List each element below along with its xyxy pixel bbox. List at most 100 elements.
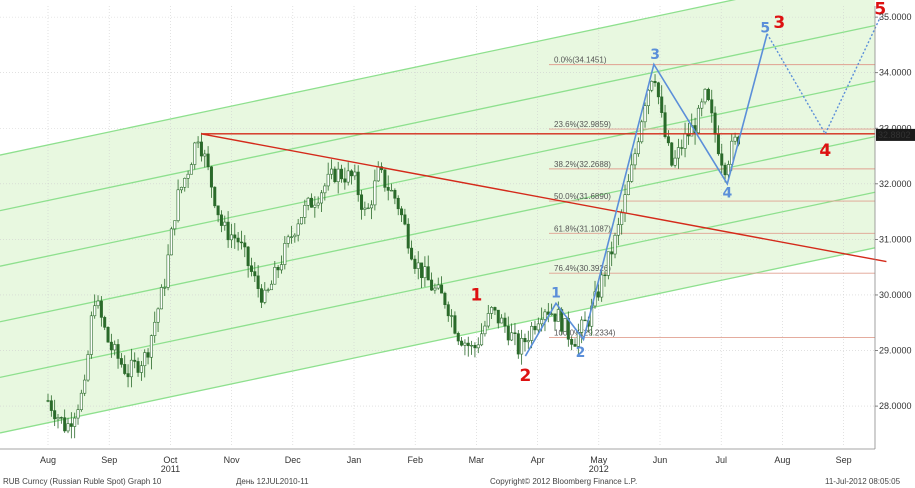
y-tick-label: 28.0000 [879, 401, 912, 411]
candle-body [313, 204, 317, 208]
candle-body [533, 325, 537, 331]
candle-body [683, 133, 687, 149]
candle-body [440, 284, 444, 294]
candle-body [56, 417, 60, 420]
candle-body [136, 361, 140, 373]
candle-body [370, 204, 374, 209]
candle-body [456, 333, 460, 342]
candle-body [523, 338, 527, 343]
x-tick-label: Nov [224, 455, 241, 465]
y-tick-label: 32.0000 [879, 179, 912, 189]
candle-body [490, 307, 494, 314]
fib-label: 61.8%(31.1087) [554, 224, 611, 233]
candle-body [129, 359, 133, 378]
candle-body [219, 214, 223, 226]
fib-label: 50.0%(31.6890) [554, 192, 611, 201]
candle-body [386, 187, 390, 191]
candle-body [106, 326, 110, 343]
candle-body [236, 237, 240, 243]
candle-body [266, 289, 270, 291]
wave-label: 2 [576, 345, 586, 361]
candle-body [253, 271, 257, 277]
candle-body [213, 186, 217, 207]
candle-body [113, 344, 117, 351]
candle-body [343, 178, 347, 183]
candles [46, 74, 740, 439]
candle-body [233, 234, 237, 239]
candle-body [243, 242, 247, 248]
fib-label: 23.6%(32.9859) [554, 120, 611, 129]
candle-body [506, 325, 510, 341]
candle-body [256, 275, 260, 289]
candle-body [463, 342, 467, 346]
candle-body [640, 121, 644, 143]
candle-body [413, 258, 417, 269]
candle-body [323, 185, 327, 194]
candle-body [480, 333, 484, 346]
candle-body [163, 287, 167, 289]
candle-body [229, 234, 233, 241]
x-tick-label: Sep [836, 455, 852, 465]
candle-body [340, 168, 344, 180]
footer-timestamp: 11-Jul-2012 08:05:05 [825, 477, 901, 486]
last-price-label: 32.8802 [878, 130, 911, 140]
candle-body [426, 266, 430, 281]
candle-body [476, 344, 480, 349]
candle-body [670, 142, 674, 166]
candle-body [89, 315, 93, 355]
candle-body [676, 147, 680, 159]
candle-body [259, 288, 263, 303]
candle-body [126, 373, 130, 378]
wave-projection [766, 16, 881, 136]
candle-body [103, 317, 107, 328]
candle-body [483, 325, 487, 335]
candle-body [403, 214, 407, 225]
candle-body [73, 417, 77, 427]
wave-label: 3 [650, 47, 660, 63]
channel-fill [0, 0, 875, 433]
x-tick-label: Jul [715, 455, 727, 465]
x-tick-label: Feb [407, 455, 423, 465]
candle-body [63, 417, 67, 432]
candle-body [583, 319, 587, 322]
fib-label: 0.0%(34.1451) [554, 56, 607, 65]
y-tick-label: 31.0000 [879, 234, 912, 244]
wave-label: 5 [760, 21, 770, 37]
candle-body [636, 141, 640, 155]
candle-body [696, 107, 700, 134]
wave-label: 5 [874, 0, 886, 19]
x-tick-label: Sep [101, 455, 117, 465]
candle-body [580, 319, 584, 333]
candle-body [600, 274, 604, 298]
wave-label: 4 [819, 141, 831, 161]
candle-body [486, 313, 490, 327]
candle-body [520, 338, 524, 355]
candle-body [516, 333, 520, 355]
footer: RUB Curncy (Russian Ruble Spot) Graph 10… [3, 477, 901, 486]
y-tick-label: 34.0000 [879, 68, 912, 78]
candle-body [613, 234, 617, 255]
candle-body [410, 247, 414, 260]
wave-label: 4 [722, 186, 732, 202]
candle-body [139, 365, 143, 373]
candle-body [596, 291, 600, 298]
candle-body [563, 318, 567, 332]
candle-body [420, 262, 424, 279]
candle-body [536, 323, 540, 331]
candle-body [303, 205, 307, 218]
candle-body [133, 359, 137, 362]
x-tick-label: Jan [347, 455, 362, 465]
wave-label: 1 [551, 286, 561, 302]
candle-body [453, 315, 457, 334]
candle-body [680, 147, 684, 149]
candle-body [363, 207, 367, 210]
candle-body [76, 409, 80, 419]
candle-body [543, 311, 547, 320]
candle-body [353, 171, 357, 177]
candle-body [433, 287, 437, 291]
footer-copyright: Copyright© 2012 Bloomberg Finance L.P. [490, 477, 637, 486]
wave-label: 1 [470, 286, 482, 306]
candle-body [53, 410, 57, 420]
candle-body [603, 274, 607, 277]
x-tick-label: May [590, 455, 608, 465]
